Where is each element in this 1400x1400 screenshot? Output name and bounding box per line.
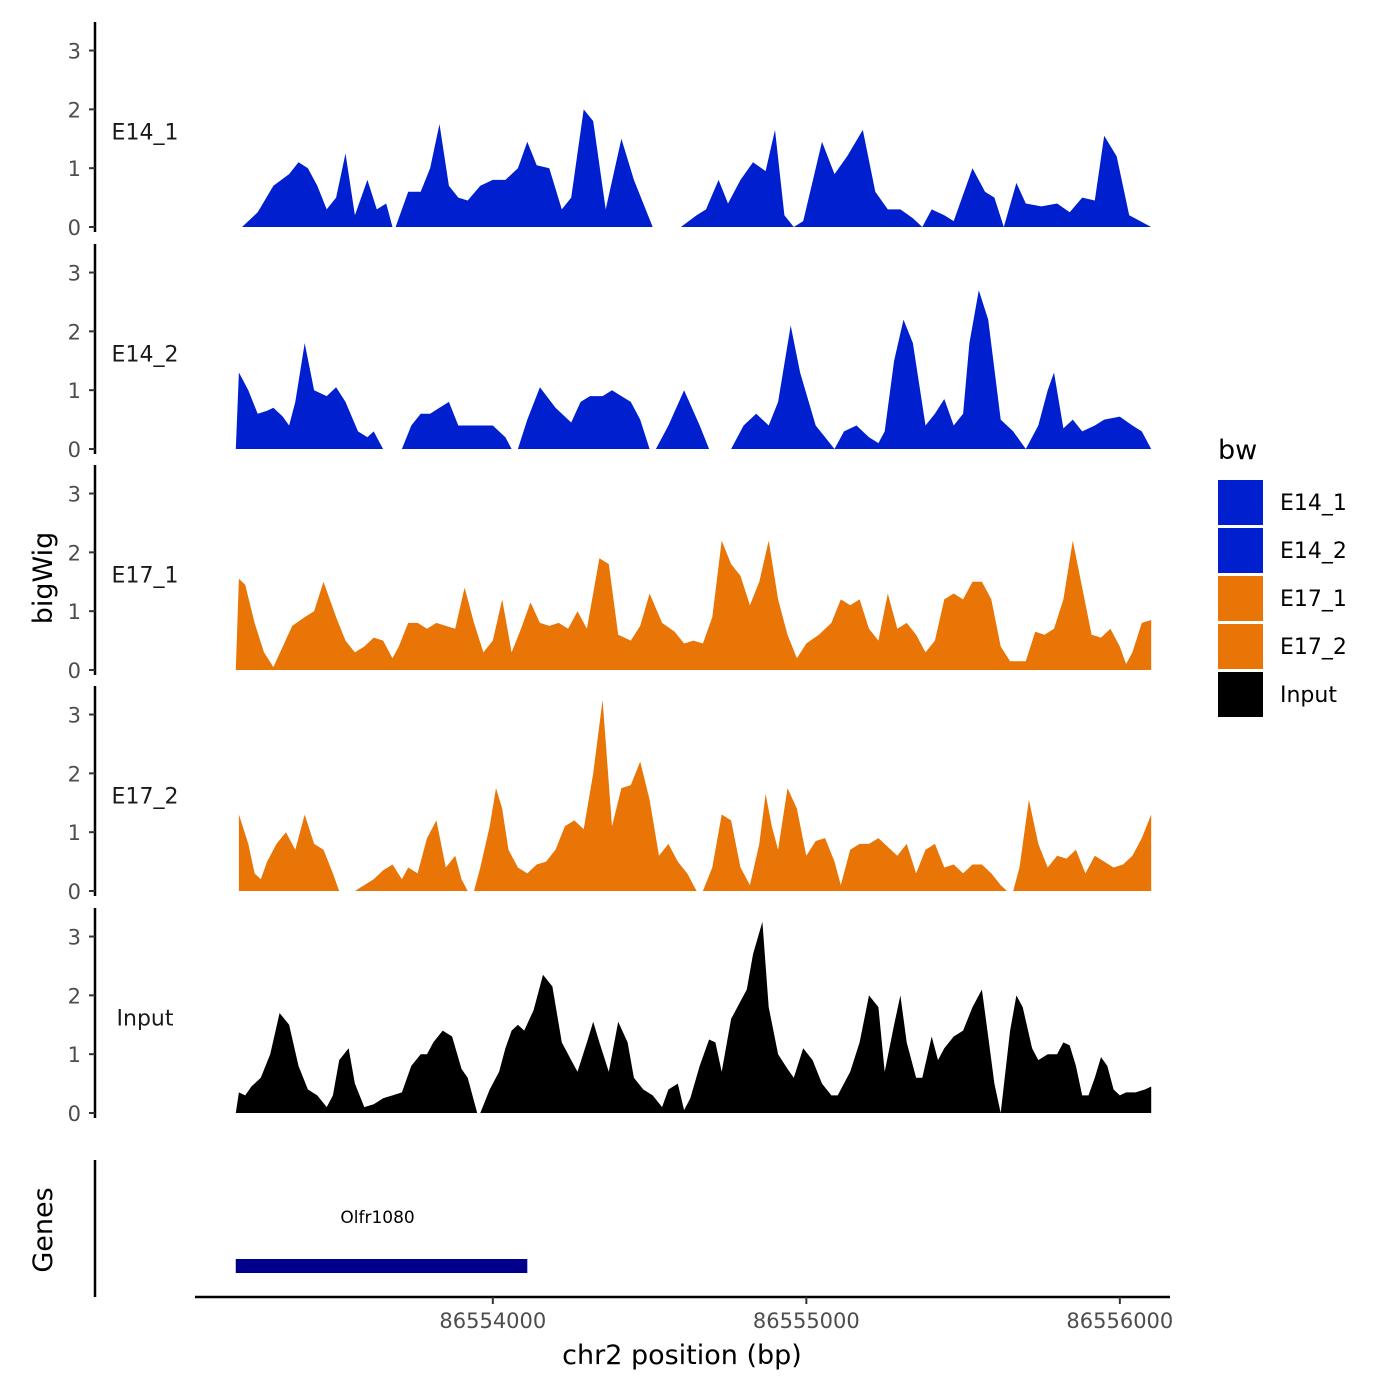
legend-label-E14_1: E14_1 [1280, 491, 1347, 516]
y-tick-label: 2 [68, 984, 81, 1008]
coverage-area-Input-1 [480, 921, 1152, 1113]
y-tick-label: 3 [68, 704, 81, 728]
coverage-area-E14_2-3 [655, 390, 710, 449]
y-tick-label: 1 [68, 600, 81, 624]
y-tick-label: 0 [68, 216, 81, 240]
track-panel-E17_2: 0 1 2 3 E17_2 [68, 686, 1152, 904]
coverage-area-E14_1-2 [680, 129, 1152, 227]
coverage-area-E17_2-1 [354, 820, 468, 891]
legend-swatch-E17_1 [1218, 576, 1263, 621]
x-tick-label: 86556000 [1066, 1309, 1173, 1333]
coverage-area-E14_1-1 [395, 109, 653, 227]
coverage-area-E17_2-2 [474, 699, 697, 891]
coverage-area-E17_2-0 [238, 814, 340, 891]
legend-swatch-E14_2 [1218, 528, 1263, 573]
track-panel-E14_2: 0 1 2 3 E14_2 [68, 244, 1152, 462]
coverage-area-Input-0 [235, 1013, 478, 1113]
panel-label-E17_1: E17_1 [112, 563, 179, 588]
panel-label-Input: Input [117, 1006, 174, 1031]
legend-swatch-E17_2 [1218, 624, 1263, 669]
coverage-area-E14_2-0 [235, 343, 384, 449]
y-tick-label: 3 [68, 40, 81, 64]
coverage-area-E14_2-2 [517, 387, 650, 449]
track-panel-Input: 0 1 2 3 Input [68, 908, 1152, 1126]
track-panel-E17_1: 0 1 2 3 E17_1 [68, 465, 1152, 683]
y-tick-label: 2 [68, 541, 81, 565]
y-tick-label: 1 [68, 379, 81, 403]
y-tick-label: 0 [68, 438, 81, 462]
legend-label-Input: Input [1280, 683, 1337, 708]
coverage-area-E17_1-0 [235, 540, 1152, 670]
x-axis-title: chr2 position (bp) [562, 1340, 802, 1371]
y-tick-label: 3 [68, 262, 81, 286]
y-tick-label: 3 [68, 483, 81, 507]
x-tick-label: 86555000 [753, 1309, 860, 1333]
x-tick-label: 86554000 [439, 1309, 546, 1333]
track-panels: 0 1 2 3 E14_1 0 1 2 3 E14_2 0 1 2 3 E17_1 0 1 2 3 E17_2 0 1 2 3… [68, 22, 1152, 1126]
legend-swatch-E14_1 [1218, 480, 1263, 525]
y-tick-label: 1 [68, 157, 81, 181]
y-tick-label: 0 [68, 659, 81, 683]
coverage-area-E14_1-0 [242, 153, 393, 227]
coverage-area-E17_2-3 [702, 788, 1007, 891]
y-tick-label: 2 [68, 98, 81, 122]
gene-bar-Olfr1080 [235, 1259, 528, 1273]
y-tick-label: 1 [68, 1043, 81, 1067]
y-axis-title: bigWig [28, 532, 59, 625]
coverage-area-E17_2-4 [1013, 799, 1152, 891]
y-tick-label: 2 [68, 762, 81, 786]
x-axis: 86554000 86555000 86556000 [195, 1295, 1173, 1333]
coverage-area-E14_2-4 [731, 290, 1152, 449]
panel-label-E14_2: E14_2 [112, 342, 179, 367]
legend-label-E17_2: E17_2 [1280, 635, 1347, 660]
legend: bw E14_1 E14_2 E17_1 E17_2 Input [1218, 435, 1347, 717]
legend-label-E17_1: E17_1 [1280, 587, 1347, 612]
y-tick-label: 2 [68, 320, 81, 344]
y-tick-label: 1 [68, 821, 81, 845]
y-tick-label: 0 [68, 880, 81, 904]
legend-label-E14_2: E14_2 [1280, 539, 1347, 564]
panel-label-E14_1: E14_1 [112, 120, 179, 145]
y-tick-label: 3 [68, 926, 81, 950]
legend-title: bw [1218, 435, 1257, 466]
panel-label-E17_2: E17_2 [112, 784, 179, 809]
coverage-area-E14_2-1 [401, 401, 512, 449]
track-panel-E14_1: 0 1 2 3 E14_1 [68, 22, 1152, 240]
legend-swatch-Input [1218, 672, 1263, 717]
gene-label-Olfr1080: Olfr1080 [340, 1208, 414, 1228]
y-tick-label: 0 [68, 1102, 81, 1126]
genes-axis-title: Genes [28, 1187, 59, 1272]
genes-panel: Olfr1080 [93, 1160, 528, 1297]
